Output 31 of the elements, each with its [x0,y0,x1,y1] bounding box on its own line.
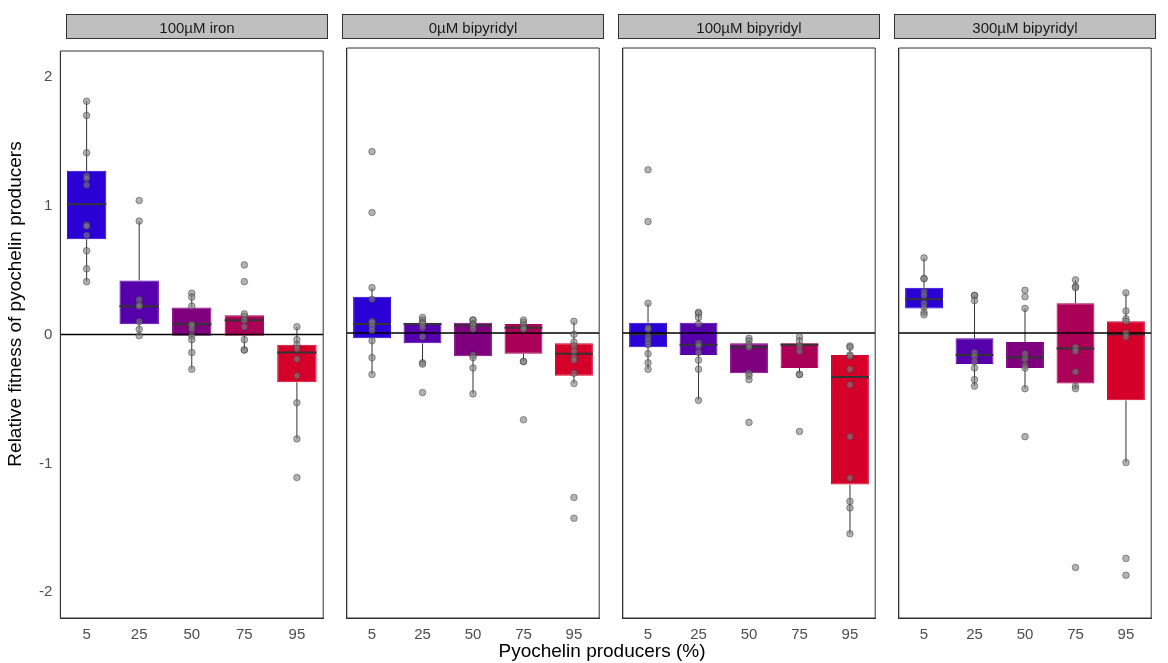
x-tick-label: 5 [367,625,377,643]
x-tick-label: 75 [791,625,808,643]
y-axis-title: Relative fitness of pyochelin producers [4,141,26,467]
x-tick-label: 75 [1067,625,1084,643]
x-tick-label: 25 [966,625,983,643]
x-tick-label: 95 [288,625,306,643]
x-tick-label: 5 [643,625,653,643]
x-tick-label: 25 [690,625,707,643]
chart-title: 300µM bipyridyl [894,14,1156,39]
y-tick-label: 2 [43,66,53,84]
chart-title: 100µM bipyridyl [618,14,880,39]
y-tick-label: -2 [38,582,53,600]
x-tick-label: 50 [183,625,201,643]
x-tick-label: 95 [1117,625,1135,643]
x-tick-label: 50 [1016,625,1034,643]
x-tick-label: 95 [841,625,859,643]
x-tick-label: 25 [130,625,148,643]
chart-title: 100µM iron [66,14,328,39]
y-tick-label: 1 [43,195,53,213]
y-tick-label: -1 [38,453,53,471]
x-tick-label: 5 [919,625,929,643]
x-tick-label: 50 [740,625,758,643]
x-tick-label: 75 [515,625,532,643]
x-tick-label: 50 [464,625,482,643]
y-tick-label: 0 [43,324,53,342]
x-tick-label: 75 [236,625,253,643]
x-tick-label: 5 [82,625,91,643]
x-tick-label: 95 [565,625,583,643]
x-axis-title: Pyochelin producers (%) [498,640,706,661]
x-tick-label: 25 [414,625,431,643]
chart-title: 0µM bipyridyl [342,14,604,39]
